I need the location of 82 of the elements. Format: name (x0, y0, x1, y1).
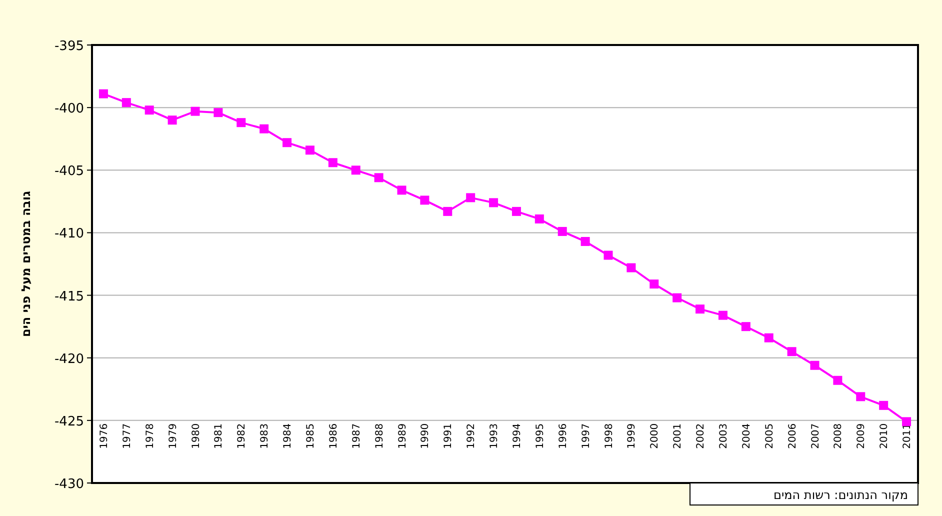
point (260, 124, 269, 134)
point (879, 400, 888, 410)
x-tick-label: 1998 (604, 423, 615, 449)
x-tick-label: 1996 (558, 423, 569, 449)
y-tick-label: -395 (54, 39, 84, 54)
x-tick-label: 2009 (856, 423, 868, 449)
y-tick-label: -410 (54, 226, 84, 242)
x-tick-label: 1986 (328, 423, 340, 449)
x-tick-label: 1993 (489, 423, 500, 449)
x-tick-label: 1981 (214, 423, 225, 449)
x-tick-label: 1991 (443, 423, 454, 449)
point (558, 226, 567, 236)
point (236, 118, 246, 128)
x-tick-label: 2002 (696, 423, 707, 449)
x-tick-label: 2001 (672, 423, 684, 449)
x-tick-label: 1997 (580, 423, 592, 449)
point (168, 116, 177, 125)
x-tick-label: 2008 (833, 423, 844, 449)
point (144, 106, 154, 115)
x-tick-label: 2000 (650, 423, 661, 449)
x-tick-label: 1987 (351, 423, 362, 449)
point (282, 138, 292, 148)
x-tick-label: 1989 (397, 423, 408, 449)
y-tick-label: -430 (54, 477, 84, 492)
y-tick-label: -425 (54, 414, 84, 430)
x-tick-label: 2007 (810, 423, 822, 449)
point (466, 193, 476, 202)
point (626, 263, 636, 272)
point (741, 322, 750, 332)
point (672, 293, 682, 302)
point (190, 106, 200, 116)
point (122, 98, 131, 108)
x-tick-label: 1990 (420, 423, 432, 449)
x-tick-label: 1978 (144, 423, 156, 449)
point (833, 376, 842, 385)
point (489, 198, 498, 208)
point (214, 108, 223, 118)
point (810, 360, 820, 370)
point (856, 392, 866, 402)
point (718, 310, 728, 320)
x-tick-label: 1977 (122, 423, 133, 449)
point (420, 196, 430, 205)
x-tick-label: 1988 (374, 423, 386, 449)
point (328, 158, 338, 168)
y-axis-title: גובה במטרים מעל פני הים (19, 190, 33, 337)
x-tick-label: 2003 (718, 423, 730, 449)
point (443, 206, 452, 216)
point (902, 417, 912, 426)
point (98, 89, 108, 98)
x-tick-label: 2005 (764, 423, 776, 449)
x-tick-label: 2011 (902, 423, 914, 449)
y-tick-label: -405 (54, 164, 84, 180)
point (305, 146, 314, 155)
point (696, 304, 705, 314)
x-tick-label: 1995 (534, 423, 546, 449)
point (397, 186, 406, 195)
x-tick-label: 2010 (879, 423, 890, 449)
x-tick-label: 1982 (236, 423, 248, 449)
point (374, 173, 384, 182)
x-tick-label: 1983 (260, 423, 271, 449)
x-tick-label: 1992 (466, 423, 478, 449)
x-tick-label: 1994 (512, 423, 523, 449)
x-tick-label: 1999 (626, 423, 638, 449)
x-tick-label: 1984 (282, 423, 294, 449)
text: מקור הנתונים: רשות המים (773, 488, 908, 502)
x-tick-label: 1985 (305, 423, 316, 449)
point (604, 250, 613, 260)
x-tick-label: 1976 (98, 423, 110, 449)
point (351, 166, 360, 175)
x-tick-label: 2006 (787, 423, 798, 449)
x-tick-label: 2004 (741, 423, 752, 449)
point (650, 280, 659, 289)
point (512, 206, 521, 216)
point (580, 236, 590, 246)
y-tick-label: -400 (54, 102, 84, 117)
y-tick-label: -420 (54, 352, 84, 367)
y-tick-label: -415 (54, 289, 84, 304)
point (787, 347, 796, 356)
point (534, 214, 544, 224)
x-tick-label: 1980 (190, 423, 202, 449)
point (764, 333, 774, 342)
x-tick-label: 1979 (168, 423, 179, 449)
